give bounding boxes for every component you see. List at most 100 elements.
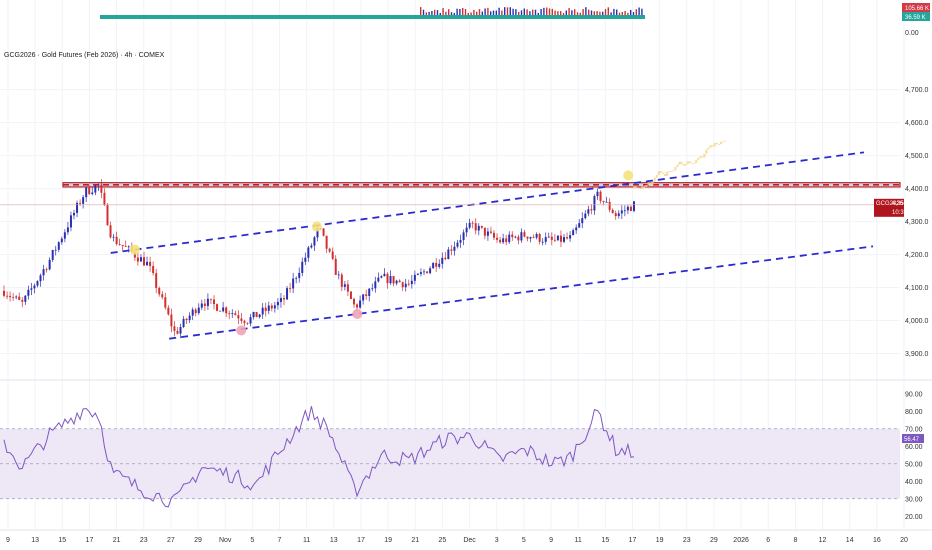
volume-bar xyxy=(532,9,534,15)
candle-body xyxy=(468,222,471,228)
rsi-axis: 90.00 80.00 70.00 60.00 50.00 40.00 30.00 20.00 xyxy=(905,391,923,521)
rsi-badge-bg xyxy=(902,434,924,443)
time-tick-label: 11 xyxy=(575,537,582,544)
volume-bar xyxy=(498,7,500,15)
candle-body xyxy=(474,223,477,231)
candle-body xyxy=(566,237,569,239)
candle-body xyxy=(547,236,550,238)
candle-body xyxy=(617,213,620,217)
volume-bar xyxy=(523,8,525,15)
candle-body xyxy=(173,326,176,331)
candle-body xyxy=(392,276,395,284)
channel-upper-line[interactable] xyxy=(110,151,865,254)
projection-candle xyxy=(711,145,714,147)
volume-bar xyxy=(442,8,444,15)
trend-channel[interactable] xyxy=(110,151,874,340)
price-axis[interactable]: 4,700.0 4,600.0 4,500.0 4,400.0 4,300.0 4,200… xyxy=(905,87,928,358)
volume-bar xyxy=(560,11,562,15)
candle-body xyxy=(100,184,103,193)
candle-body xyxy=(228,313,231,315)
time-tick-label: 19 xyxy=(384,537,392,544)
candle-body xyxy=(578,223,581,228)
projection-candle xyxy=(659,170,662,173)
candle-body xyxy=(301,261,304,273)
pivot-marker xyxy=(311,221,322,232)
rsi-tick-label: 60.00 xyxy=(905,444,923,451)
candle-body xyxy=(9,295,12,298)
projection-candle xyxy=(701,156,704,158)
time-tick-label: 9 xyxy=(6,537,10,544)
projection-candle xyxy=(635,186,638,188)
volume-bar xyxy=(585,7,587,15)
candle-body xyxy=(279,298,282,302)
time-tick-label: 15 xyxy=(58,537,66,544)
projection-candle xyxy=(672,170,675,172)
candle-body xyxy=(401,282,404,288)
time-tick-label: 9 xyxy=(549,537,553,544)
candle-body xyxy=(158,287,161,295)
candle-body xyxy=(283,298,285,300)
candle-body xyxy=(115,236,118,245)
candle-body xyxy=(368,288,371,296)
candle-body xyxy=(331,251,334,259)
projection-candle xyxy=(647,182,650,186)
volume-bar xyxy=(487,7,489,15)
price-tick-label: 4,200.0 xyxy=(905,252,928,259)
candle-body xyxy=(139,257,142,262)
volume-band xyxy=(100,15,645,19)
candle-body xyxy=(611,209,614,214)
candle-body xyxy=(438,263,441,267)
time-axis[interactable]: 9 13 15 17 21 23 27 29 Nov 5 7 11 13 17 19 21 25 Dec 3 5 9 11… xyxy=(6,537,908,544)
time-tick-label: 8 xyxy=(793,537,797,544)
candle-body xyxy=(206,298,209,306)
projection-candle xyxy=(651,181,654,185)
price-tick-label: 4,400.0 xyxy=(905,186,928,193)
candle-body xyxy=(109,225,112,238)
volume-badge-high-bg xyxy=(902,3,930,12)
pivot-marker xyxy=(352,308,363,319)
candle-body xyxy=(322,228,325,236)
channel-lower-line[interactable] xyxy=(169,245,874,340)
candle-body xyxy=(489,231,492,233)
candle-body xyxy=(127,246,130,248)
candle-body xyxy=(6,295,9,297)
time-tick-label: 14 xyxy=(846,537,854,544)
candle-body xyxy=(234,313,237,316)
candle-body xyxy=(435,262,438,267)
projection-candle xyxy=(693,163,696,164)
candle-body xyxy=(325,235,328,249)
volume-bar xyxy=(554,10,556,15)
volume-bar xyxy=(546,7,548,15)
volume-bar xyxy=(462,7,464,15)
projection-candle xyxy=(664,173,667,176)
candle-body xyxy=(419,272,422,274)
resistance-zone[interactable] xyxy=(62,182,901,188)
candle-body xyxy=(258,314,261,318)
volume-bar xyxy=(436,10,439,15)
projection-candle xyxy=(713,142,716,147)
projection-candle xyxy=(668,170,671,172)
candle-body xyxy=(240,318,243,321)
time-tick-label: 2026 xyxy=(733,537,749,544)
projection-candle xyxy=(666,171,669,176)
candle-body xyxy=(97,184,100,186)
volume-bar xyxy=(602,11,604,15)
projection-candle xyxy=(653,177,656,182)
volume-bar xyxy=(501,10,503,15)
projection-candle xyxy=(641,186,644,190)
volume-badge-low: 36.59 K xyxy=(905,15,926,21)
time-tick-label: 17 xyxy=(86,537,94,544)
time-tick-label: 19 xyxy=(656,537,664,544)
price-tick-label: 4,500.0 xyxy=(905,153,928,160)
last-price-tag: GCG2026 4,350.9 10:37 xyxy=(874,198,913,217)
volume-bar xyxy=(551,8,553,15)
candle-body xyxy=(432,262,435,269)
candle-body xyxy=(343,284,346,287)
candle-body xyxy=(340,274,343,287)
projection-candle xyxy=(724,140,727,142)
volume-bar xyxy=(621,12,623,15)
candle-body xyxy=(599,191,602,201)
volume-bar xyxy=(492,10,495,15)
last-price-value: 4,350.9 xyxy=(892,201,913,207)
